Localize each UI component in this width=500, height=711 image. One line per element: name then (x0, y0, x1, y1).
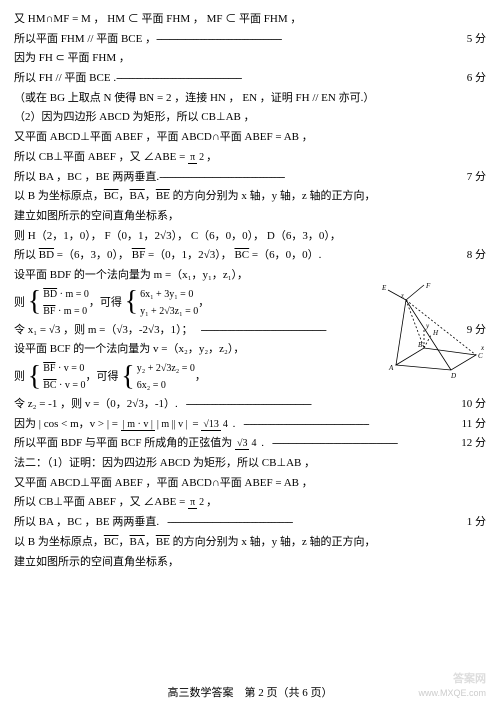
vector: BC (104, 190, 119, 202)
score: 6 分 (467, 69, 486, 88)
text: ， (145, 190, 156, 202)
text: ， (119, 190, 130, 202)
svg-text:C: C (478, 352, 483, 360)
score: 7 分 (467, 168, 486, 187)
dash: ----------------------------------------… (159, 171, 284, 183)
text: 令 x₁ = √3 ，则 m =（√3，-2√3，1）； (14, 324, 193, 336)
dash: ----------------------------------------… (201, 324, 326, 336)
svg-text:F: F (425, 282, 431, 290)
text: ， (119, 536, 130, 548)
dash: ----------------------------------------… (272, 437, 397, 449)
brace-content: BF · v = 0BC · v = 0 (43, 360, 85, 394)
vector: BC (104, 536, 119, 548)
score: 12 分 (461, 434, 486, 453)
fraction: √134 (201, 419, 230, 430)
brace-content: 6x₁ + 3y₁ = 0y₁ + 2√3z₁ = 0 (140, 286, 198, 320)
text: 所以 BA ，BC ，BE 两两垂直. (14, 171, 159, 183)
score: 10 分 (461, 395, 486, 414)
text: 法二：（1）证明：因为四边形 ABCD 为矩形，所以 CB⊥AB ， (14, 457, 315, 469)
score: 5 分 (467, 30, 486, 49)
text: =（6，0，0）. (249, 249, 321, 261)
vector: BE (156, 190, 170, 202)
dash: ----------------------------------------… (243, 418, 368, 430)
text: 建立如图所示的空间直角坐标系， (14, 210, 179, 222)
geometry-diagram: E F z A B D C Hy x (376, 280, 486, 380)
brace-icon: { (125, 291, 138, 313)
text: 所以 FH // 平面 BCE . (14, 72, 116, 84)
dash: ----------------------------------------… (156, 33, 281, 45)
text: 所以平面 BDF 与平面 BCF 所成角的正弦值为 (14, 437, 235, 449)
vector: BF (132, 249, 145, 261)
vector: BC (234, 249, 249, 261)
text: 的方向分别为 x 轴，y 轴，z 轴的正方向， (170, 190, 376, 202)
svg-text:H: H (432, 329, 439, 337)
score: 1 分 (467, 513, 486, 532)
text: . (230, 418, 236, 430)
svg-text:x: x (480, 344, 485, 352)
text: = (190, 418, 202, 430)
text: 则 (14, 296, 28, 308)
fraction: π2 (188, 152, 206, 163)
text: 因为 | cos < m，v > | = (14, 418, 121, 430)
text: ， (195, 371, 206, 383)
text: 以 B 为坐标原点， (14, 536, 104, 548)
dash: ----------------------------------------… (116, 72, 241, 84)
text: 所以 CB⊥平面 ABEF ，又 ∠ABE = (14, 151, 188, 163)
text: 以 B 为坐标原点， (14, 190, 104, 202)
fraction: √34 (235, 438, 259, 449)
text: 建立如图所示的空间直角坐标系， (14, 556, 179, 568)
dash: ----------------------------------------… (167, 516, 292, 528)
vector: BA (130, 190, 145, 202)
dash: ----------------------------------------… (186, 398, 311, 410)
svg-text:A: A (388, 364, 394, 372)
svg-text:z: z (400, 292, 404, 300)
brace-content: BD · m = 0BF · m = 0 (43, 286, 89, 320)
brace-icon: { (121, 366, 134, 388)
text: 设平面 BDF 的一个法向量为 m =（x₁，y₁，z₁）， (14, 269, 248, 281)
watermark-url: www.MXQE.com (418, 686, 486, 701)
text: （或在 BG 上取点 N 使得 BN = 2 ，连接 HN ， EN ，证明 F… (14, 92, 374, 104)
fraction: π2 (188, 497, 206, 508)
svg-text:D: D (450, 372, 456, 380)
vector: BA (130, 536, 145, 548)
text: ， (145, 536, 156, 548)
text: 因为 FH ⊂ 平面 FHM ， (14, 52, 130, 64)
text: ， (206, 496, 217, 508)
text: 所以平面 FHM // 平面 BCE ， (14, 33, 156, 45)
text: =（6，3，0）， (54, 249, 132, 261)
fraction: | m · v || m || v | (121, 419, 190, 430)
text: （2）因为四边形 ABCD 为矩形，所以 CB⊥AB ， (14, 111, 255, 123)
text: ，可得 (86, 371, 122, 383)
text: . (258, 437, 264, 449)
text: =（0，1，2√3）， (145, 249, 234, 261)
text: 又平面 ABCD⊥平面 ABEF ，平面 ABCD∩平面 ABEF = AB ， (14, 477, 313, 489)
vector: BD (39, 249, 54, 261)
text: 所以 CB⊥平面 ABEF ，又 ∠ABE = (14, 496, 188, 508)
brace-icon: { (28, 291, 41, 313)
text: 设平面 BCF 的一个法向量为 v =（x₂，y₂，z₂）， (14, 343, 244, 355)
text: 则 (14, 371, 28, 383)
text: ，可得 (89, 296, 125, 308)
text: ， (206, 151, 217, 163)
text: 所以 (14, 249, 39, 261)
score: 11 分 (462, 415, 486, 434)
vector: BE (156, 536, 170, 548)
text: 又 HM∩MF = M ， HM ⊂ 平面 FHM ， MF ⊂ 平面 FHM … (14, 13, 301, 25)
svg-text:E: E (381, 284, 387, 292)
text: 令 z₂ = -1 ，则 v =（0，2√3，-1）. (14, 398, 178, 410)
svg-text:B: B (418, 341, 423, 349)
text: 则 H（2，1，0）， F（0，1，2√3）， C（6，0，0）， D（6，3，… (14, 230, 341, 242)
text: 所以 BA ，BC ，BE 两两垂直. (14, 516, 159, 528)
text: ， (198, 296, 209, 308)
svg-text:y: y (425, 322, 430, 330)
text: 又平面 ABCD⊥平面 ABEF ，平面 ABCD∩平面 ABEF = AB ， (14, 131, 313, 143)
brace-content: y₂ + 2√3z₂ = 06x₂ = 0 (137, 360, 195, 394)
brace-icon: { (28, 366, 41, 388)
score: 8 分 (467, 246, 486, 265)
text: 的方向分别为 x 轴，y 轴，z 轴的正方向， (170, 536, 376, 548)
